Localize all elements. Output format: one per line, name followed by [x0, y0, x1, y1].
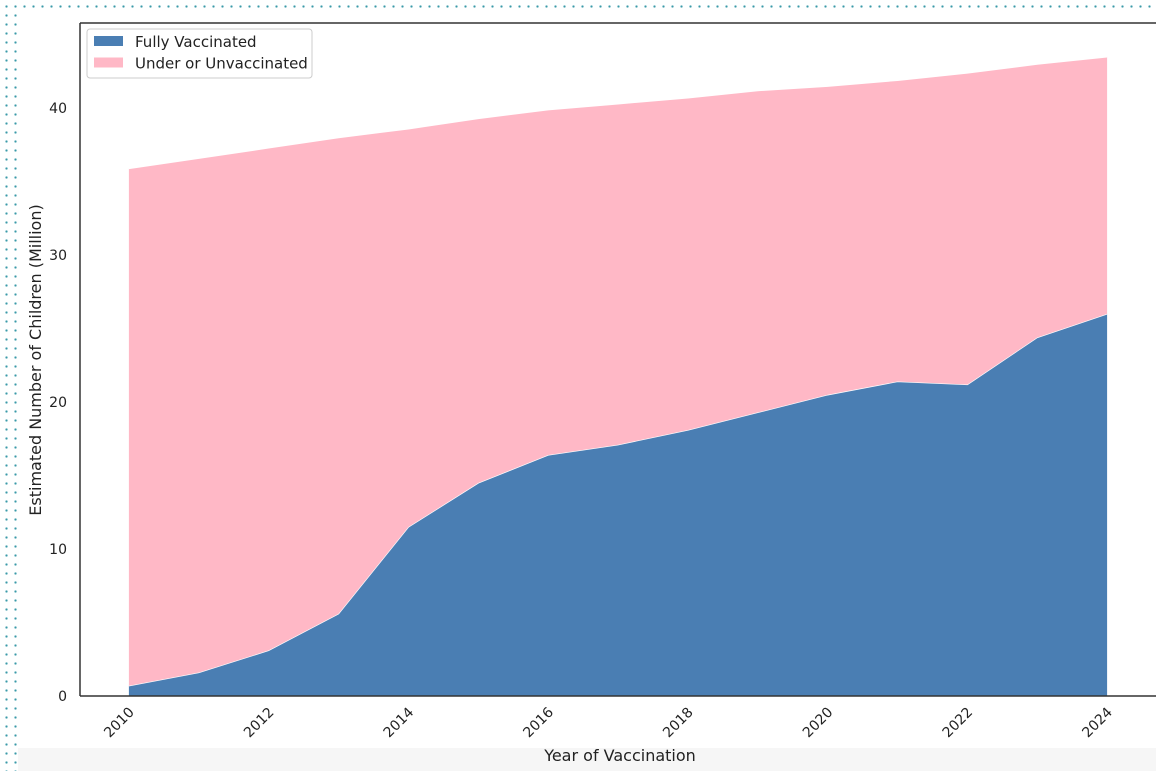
legend-swatch	[94, 57, 123, 68]
y-tick-label: 0	[58, 689, 67, 705]
x-axis-title: Year of Vaccination	[543, 746, 696, 765]
y-tick-label: 30	[49, 248, 67, 264]
x-tick-label: 2016	[520, 704, 557, 741]
legend-label: Fully Vaccinated	[135, 33, 257, 51]
bottom-strip	[18, 748, 1156, 771]
y-axis-title: Estimated Number of Children (Million)	[26, 204, 45, 515]
x-tick-label: 2020	[800, 705, 837, 742]
y-axis-ticks: 0 10 20 30 40	[49, 101, 67, 705]
area-series-edge-1	[128, 56, 1108, 170]
legend-label: Under or Unvaccinated	[135, 55, 308, 73]
x-tick-label: 2018	[660, 705, 697, 742]
x-tick-label: 2010	[101, 705, 138, 742]
legend: Fully Vaccinated Under or Unvaccinated	[86, 28, 313, 79]
x-axis-ticks: 2010 2012 2014 2016 2018 2020 2022 2024	[101, 704, 1116, 741]
area-layers	[128, 56, 1108, 696]
area-series-0	[128, 313, 1108, 696]
y-tick-label: 20	[49, 395, 67, 411]
area-series-1	[128, 56, 1108, 686]
plot-frame	[79, 22, 1156, 697]
x-tick-label: 2022	[940, 705, 977, 742]
legend-box	[86, 28, 313, 79]
y-tick-label: 10	[49, 542, 67, 558]
y-tick-label: 40	[49, 101, 67, 117]
x-tick-label: 2014	[381, 704, 418, 741]
x-tick-label: 2024	[1079, 704, 1116, 741]
x-tick-label: 2012	[241, 705, 278, 742]
legend-swatch	[94, 36, 123, 46]
